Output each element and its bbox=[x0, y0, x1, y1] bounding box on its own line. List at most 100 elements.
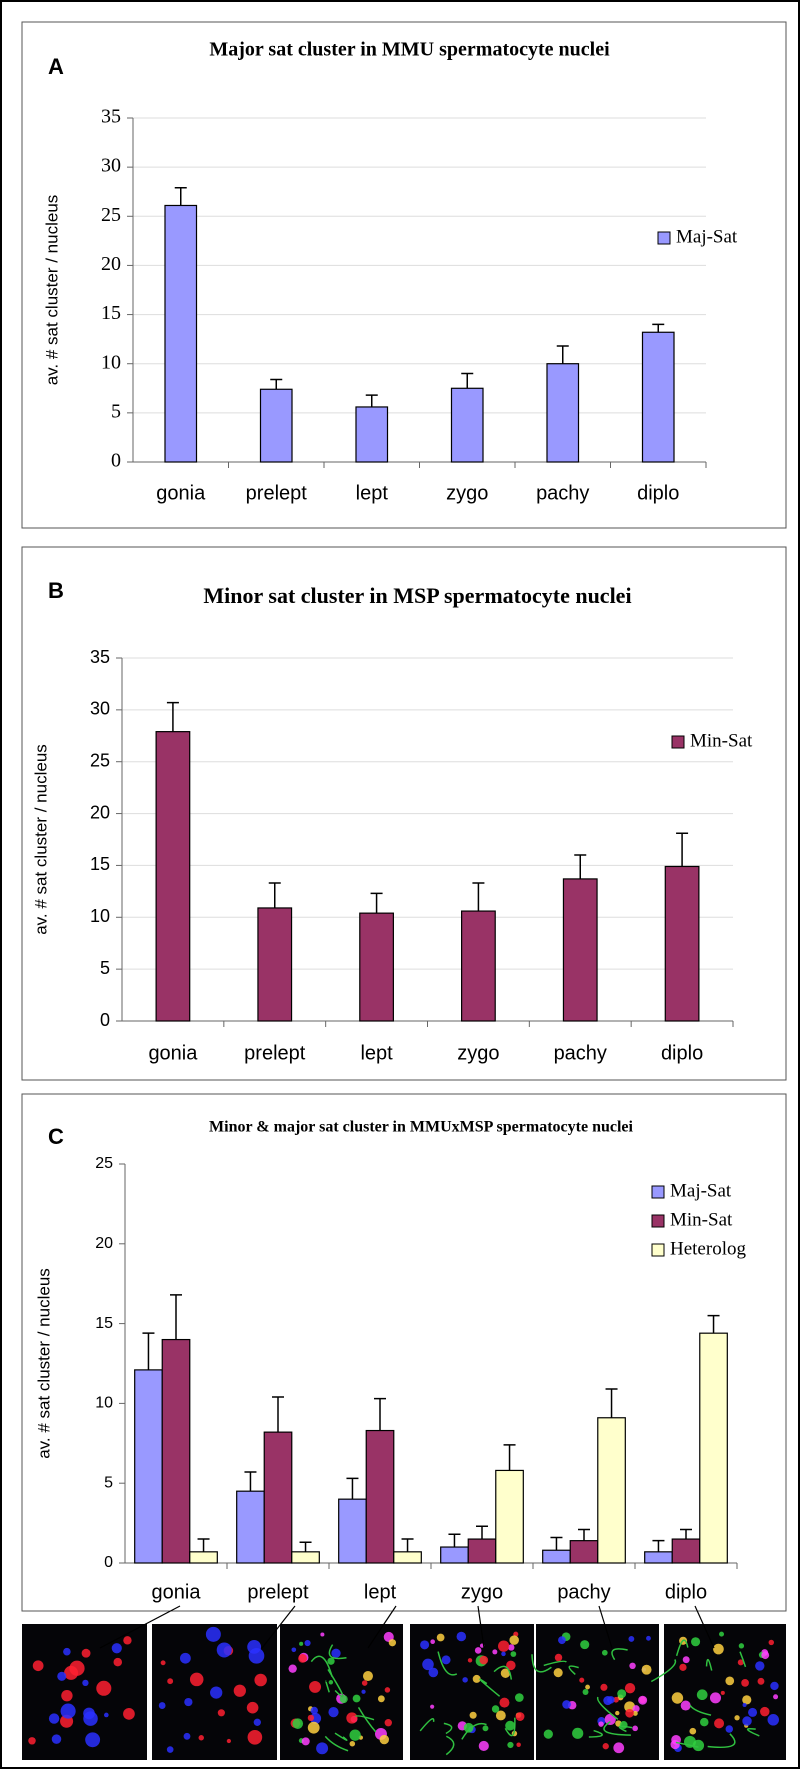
y-tick-label: 10 bbox=[95, 1395, 113, 1412]
x-tick-label: diplo bbox=[661, 1042, 703, 1064]
micrograph-spot bbox=[442, 1655, 451, 1664]
bar bbox=[258, 908, 292, 1021]
y-tick-label: 10 bbox=[90, 906, 110, 926]
y-tick-label: 35 bbox=[90, 647, 110, 667]
micrograph-spot bbox=[123, 1708, 135, 1720]
y-tick-label: 0 bbox=[111, 450, 121, 472]
micrograph-spot bbox=[580, 1640, 589, 1649]
micrograph-spot bbox=[602, 1650, 608, 1656]
micrograph-spot bbox=[603, 1743, 609, 1749]
x-tick-label: zygo bbox=[461, 1581, 503, 1603]
bar bbox=[598, 1418, 626, 1563]
micrograph-spot bbox=[725, 1677, 734, 1686]
micrograph-spot bbox=[562, 1700, 571, 1709]
micrograph-spot bbox=[234, 1685, 246, 1697]
micrograph-spot bbox=[721, 1691, 725, 1695]
legend-label: Maj-Sat bbox=[670, 1180, 732, 1201]
micrograph-spot bbox=[505, 1721, 515, 1731]
x-tick-label: pachy bbox=[536, 482, 589, 504]
legend-swatch bbox=[652, 1186, 664, 1198]
micrograph-spot bbox=[714, 1718, 724, 1728]
y-axis-label: av. # sat cluster / nucleus bbox=[34, 1268, 53, 1459]
micrograph-spot bbox=[509, 1635, 519, 1645]
micrograph-spot bbox=[437, 1634, 445, 1642]
bar bbox=[264, 1432, 292, 1563]
micrograph-spot bbox=[499, 1698, 509, 1708]
micrograph-spot bbox=[544, 1729, 553, 1738]
figure: AMajor sat cluster in MMU spermatocyte n… bbox=[0, 0, 800, 1769]
bar bbox=[339, 1499, 367, 1563]
micrograph-spot bbox=[292, 1718, 303, 1729]
y-tick-label: 20 bbox=[90, 802, 110, 822]
micrograph-spot bbox=[302, 1737, 310, 1745]
y-tick-label: 35 bbox=[101, 106, 121, 128]
micrograph-spot bbox=[734, 1715, 739, 1720]
micrograph-spot bbox=[199, 1735, 204, 1740]
panel-letter: B bbox=[48, 578, 64, 603]
micrograph-spot bbox=[697, 1689, 708, 1700]
micrograph-spot bbox=[742, 1695, 751, 1704]
micrograph-spot bbox=[167, 1678, 173, 1684]
bar bbox=[700, 1333, 728, 1563]
micrograph-spot bbox=[309, 1681, 321, 1693]
micrograph-spot bbox=[501, 1652, 506, 1657]
bar bbox=[642, 332, 674, 462]
micrograph-spot bbox=[304, 1640, 310, 1646]
micrograph-spot bbox=[82, 1680, 88, 1686]
micrograph-spot bbox=[579, 1678, 584, 1683]
micrograph-spot bbox=[389, 1639, 396, 1646]
micrograph-spot bbox=[385, 1719, 392, 1726]
y-tick-label: 15 bbox=[90, 854, 110, 874]
micrograph-spot bbox=[483, 1725, 489, 1731]
micrograph-spot bbox=[726, 1725, 733, 1732]
micrograph-spot bbox=[61, 1704, 76, 1719]
micrograph-spot bbox=[743, 1703, 747, 1707]
legend-swatch bbox=[658, 232, 670, 244]
bar bbox=[190, 1552, 218, 1563]
micrograph-spot bbox=[82, 1649, 91, 1658]
bar bbox=[496, 1470, 524, 1563]
micrograph-spot bbox=[748, 1708, 757, 1717]
y-tick-label: 25 bbox=[95, 1155, 113, 1172]
y-tick-label: 25 bbox=[90, 750, 110, 770]
micrograph-spot bbox=[206, 1627, 221, 1642]
micrograph-spot bbox=[227, 1739, 231, 1743]
x-tick-label: diplo bbox=[637, 482, 679, 504]
micrograph-spot bbox=[457, 1632, 467, 1642]
x-tick-label: zygo bbox=[457, 1042, 499, 1064]
micrograph-spot bbox=[420, 1640, 429, 1649]
micrograph-spot bbox=[385, 1687, 390, 1692]
micrograph-spot bbox=[713, 1644, 724, 1655]
micrograph-spot bbox=[646, 1636, 651, 1641]
bar bbox=[665, 866, 699, 1021]
micrograph-spot bbox=[742, 1716, 751, 1725]
y-axis-label: av. # sat cluster / nucleus bbox=[31, 744, 50, 935]
micrograph-spot bbox=[254, 1719, 261, 1726]
micrograph-spot bbox=[349, 1730, 360, 1741]
y-tick-label: 5 bbox=[100, 958, 110, 978]
micrograph-spot bbox=[672, 1692, 683, 1703]
micrograph-spot bbox=[362, 1680, 368, 1686]
bar bbox=[672, 1539, 700, 1563]
micrograph-spot bbox=[298, 1654, 307, 1663]
bar bbox=[162, 1340, 190, 1563]
micrograph-spot bbox=[350, 1741, 356, 1747]
micrograph-spot bbox=[625, 1709, 634, 1718]
micrograph-spot bbox=[755, 1661, 764, 1670]
micrograph-spot bbox=[123, 1636, 131, 1644]
micrograph-spot bbox=[769, 1640, 774, 1645]
micrograph-spot bbox=[572, 1728, 583, 1739]
y-tick-label: 15 bbox=[95, 1315, 113, 1332]
micrograph-spot bbox=[683, 1656, 690, 1663]
y-tick-label: 5 bbox=[111, 400, 121, 422]
x-tick-label: gonia bbox=[148, 1042, 198, 1064]
micrograph-spot bbox=[642, 1665, 652, 1675]
micrograph-spot bbox=[289, 1664, 297, 1672]
micrograph-spot bbox=[104, 1713, 109, 1718]
micrograph-spot bbox=[308, 1715, 314, 1721]
micrograph-spot bbox=[768, 1714, 779, 1725]
y-axis-label: av. # sat cluster / nucleus bbox=[42, 195, 61, 386]
micrograph-spot bbox=[739, 1643, 744, 1648]
x-tick-label: gonia bbox=[156, 482, 206, 504]
micrograph-spot bbox=[598, 1721, 603, 1726]
